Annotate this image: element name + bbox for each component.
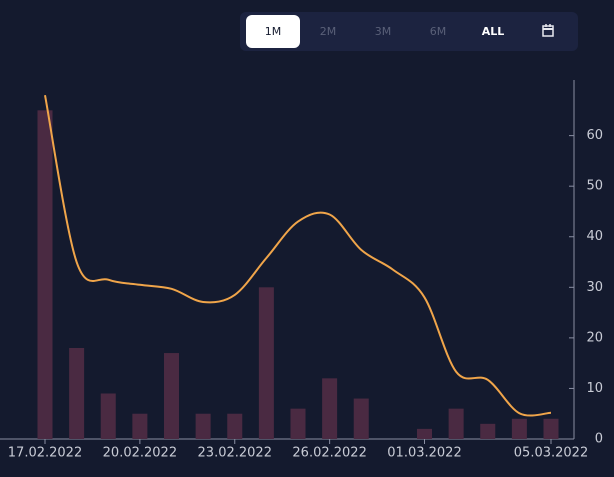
range-button[interactable]: ALL: [482, 25, 505, 38]
bar: [227, 413, 243, 439]
x-tick-label: 01.03.2022: [387, 446, 461, 461]
x-tick-label: 23.02.2022: [198, 446, 272, 461]
bar: [322, 378, 338, 439]
bar: [258, 287, 274, 439]
bar: [164, 353, 179, 439]
x-tick-label: 20.02.2022: [103, 446, 177, 461]
bar: [353, 398, 369, 439]
x-tick-label: 05.03.2022: [514, 446, 588, 461]
x-tick-label: 17.02.2022: [8, 446, 82, 461]
y-tick-label: 50: [586, 179, 603, 194]
bar: [511, 418, 527, 439]
bar: [417, 428, 432, 439]
bar: [290, 408, 306, 439]
bar: [132, 413, 148, 439]
y-tick-label: 10: [586, 381, 603, 396]
bar: [100, 393, 116, 439]
range-button[interactable]: 2M: [320, 25, 337, 38]
range-button[interactable]: 3M: [375, 25, 392, 38]
bar: [480, 423, 496, 439]
range-selector: [240, 12, 578, 51]
range-button-bg[interactable]: [246, 15, 300, 48]
y-tick-label: 60: [586, 128, 603, 143]
bar: [37, 110, 53, 440]
y-tick-label: 20: [586, 330, 603, 345]
calendar-icon[interactable]: [542, 24, 554, 37]
line: [44, 94, 552, 417]
bar: [69, 347, 85, 439]
bar: [543, 418, 559, 439]
y-tick-label: 40: [586, 229, 603, 244]
bar: [195, 413, 211, 439]
range-button[interactable]: 1M: [265, 25, 282, 38]
y-tick-label: 0: [595, 432, 603, 447]
y-tick-label: 30: [586, 280, 603, 295]
range-button[interactable]: 6M: [430, 25, 447, 38]
x-tick-label: 26.02.2022: [292, 446, 366, 461]
bar: [448, 408, 464, 439]
